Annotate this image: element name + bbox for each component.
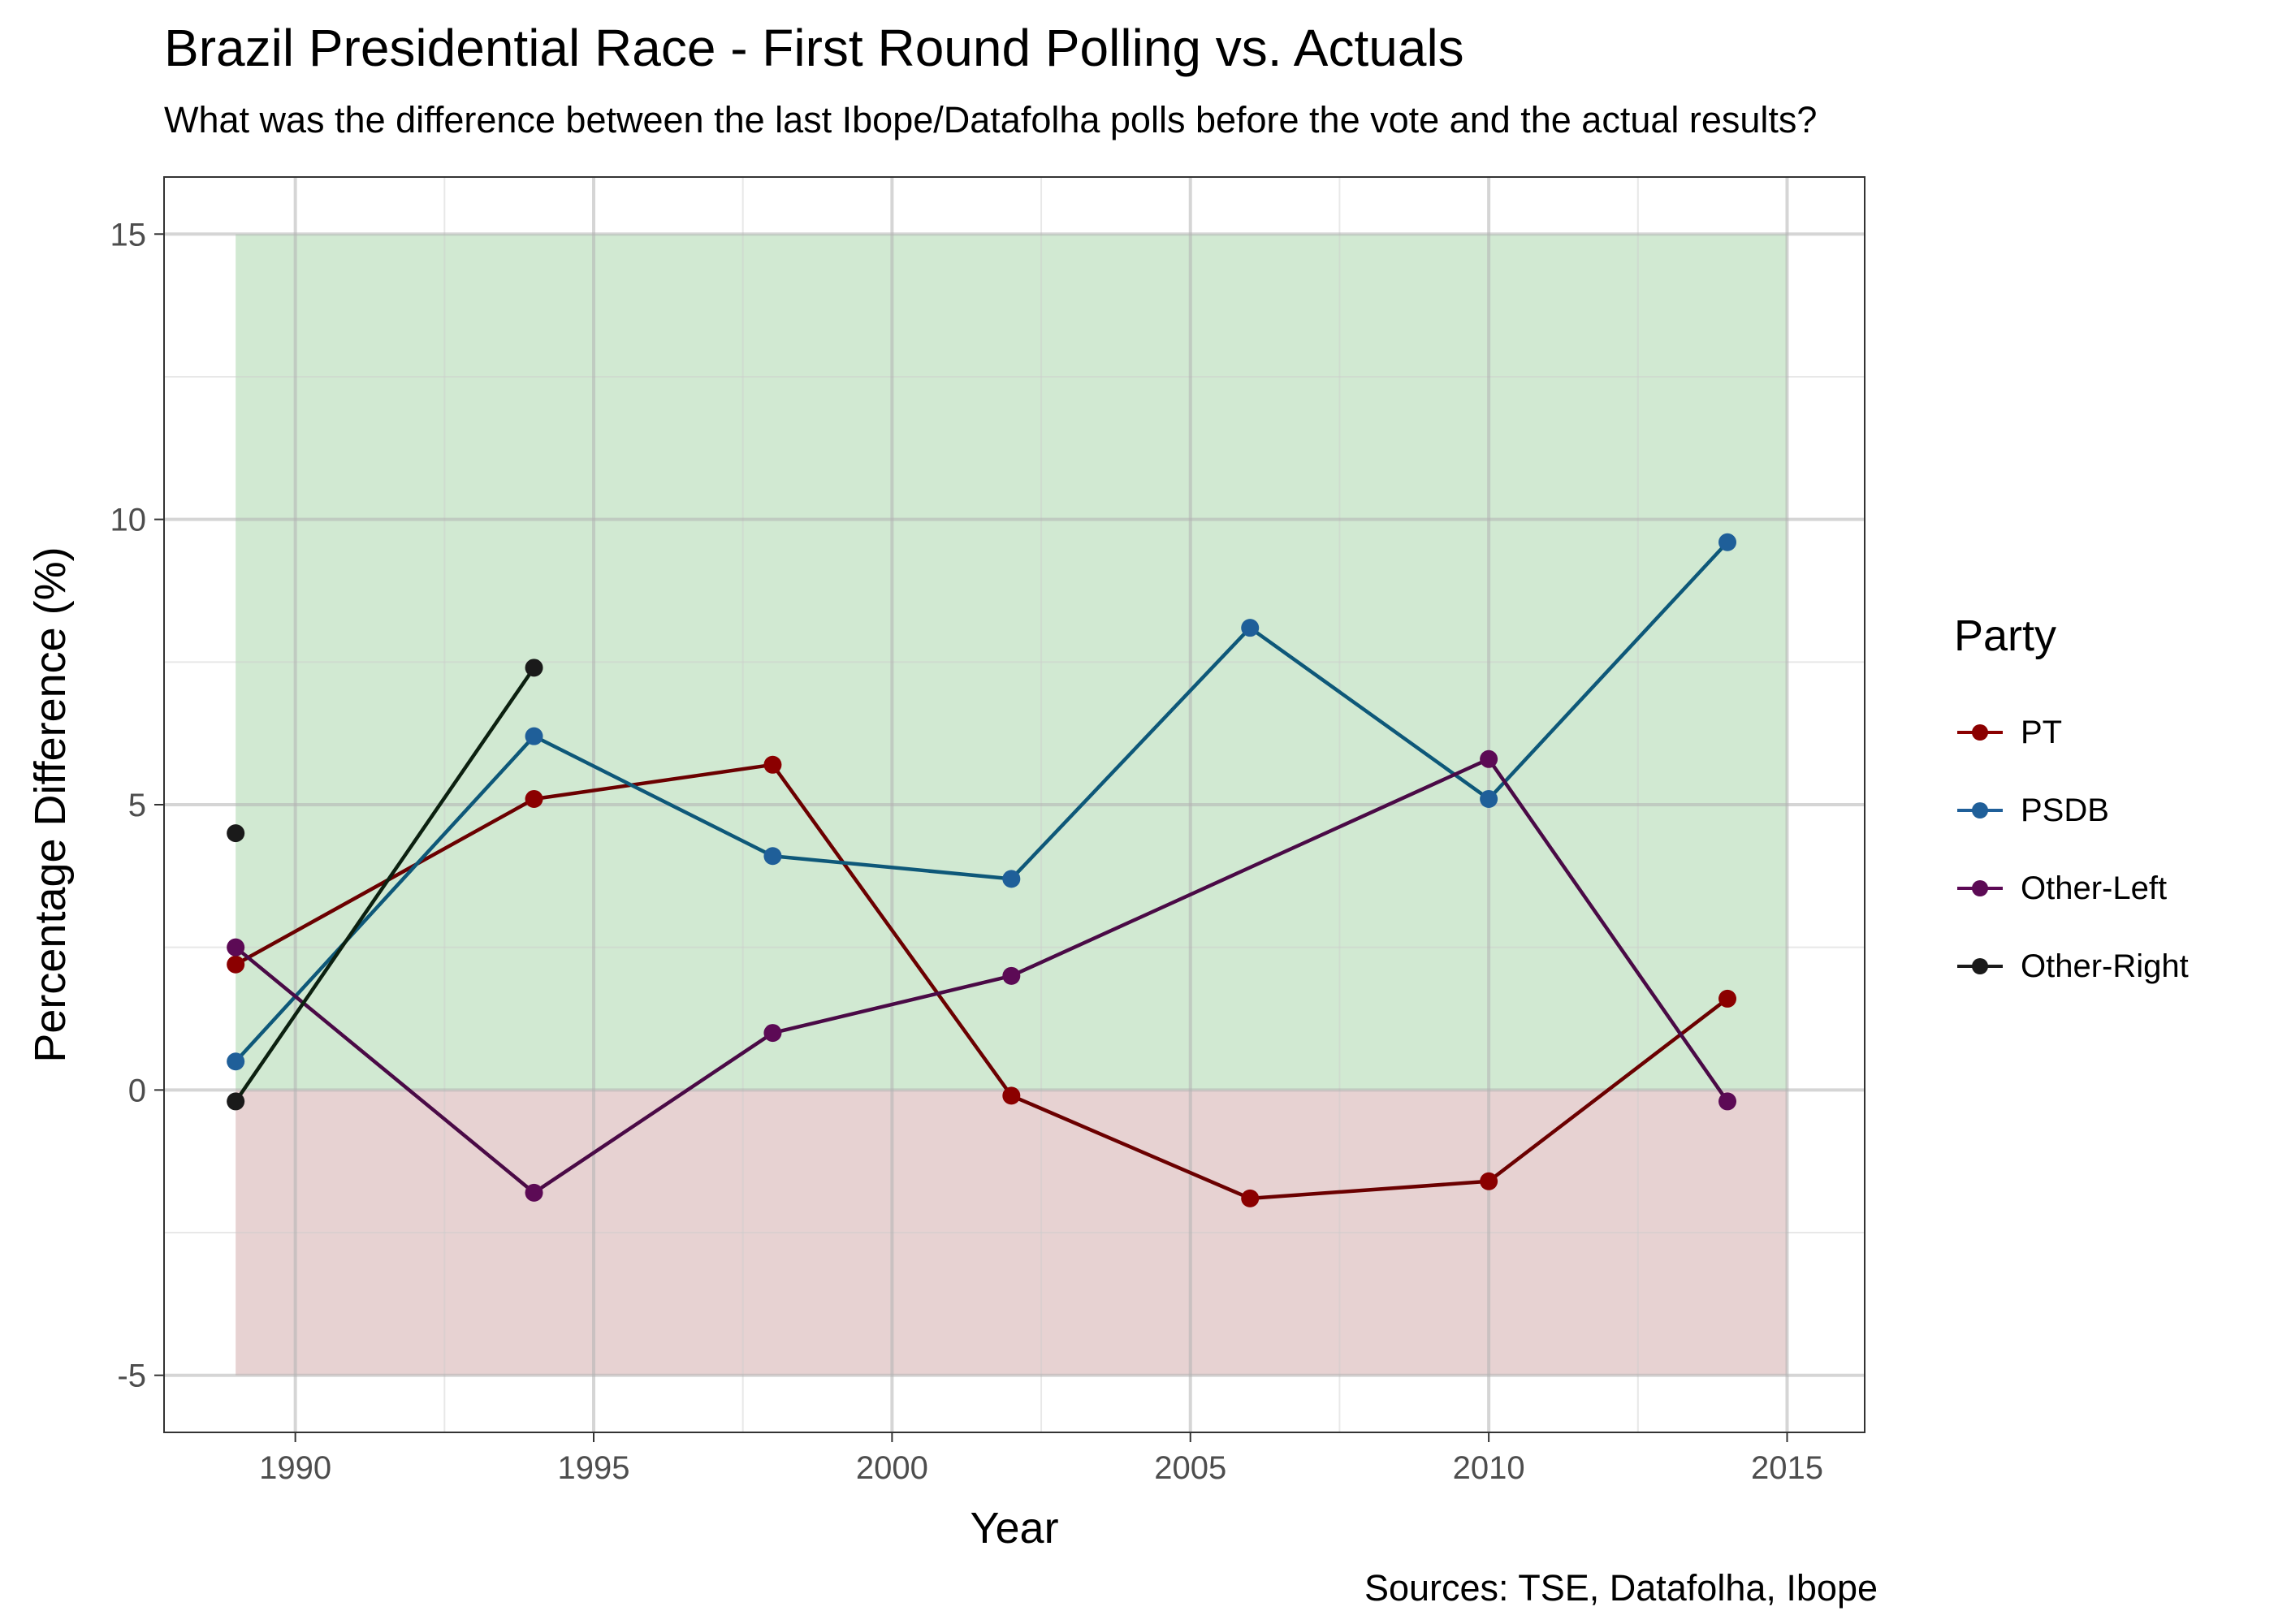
legend-key-psdb — [1954, 798, 2006, 823]
legend-label-pt: PT — [2021, 714, 2063, 750]
data-point-other-left — [1718, 1092, 1737, 1111]
data-point-psdb — [1241, 619, 1260, 637]
data-point-pt — [763, 755, 782, 774]
x-tick-label: 2005 — [1154, 1450, 1226, 1486]
legend-item-other-left: Other-Left — [1954, 849, 2189, 927]
data-point-other-left — [227, 938, 245, 957]
data-point-pt — [1241, 1189, 1260, 1207]
legend-item-psdb: PSDB — [1954, 771, 2189, 849]
series-points — [227, 533, 1737, 1207]
x-tick-label: 2000 — [856, 1450, 928, 1486]
x-tick-label: 2010 — [1453, 1450, 1525, 1486]
data-point-pt — [1718, 989, 1737, 1008]
x-tick-label: 2015 — [1751, 1450, 1823, 1486]
x-axis-title: Year — [970, 1504, 1058, 1553]
legend-key-other-right — [1954, 954, 2006, 978]
legend-title: Party — [1954, 611, 2057, 660]
x-tick-label: 1990 — [259, 1450, 331, 1486]
series-line-other-right — [234, 667, 536, 1103]
data-point-psdb — [227, 1052, 245, 1071]
y-tick-label: 10 — [110, 503, 147, 538]
data-point-other-left — [1480, 749, 1498, 768]
y-axis-title: Percentage Difference (%) — [26, 546, 75, 1062]
data-point-psdb — [1718, 533, 1737, 551]
y-tick-label: 5 — [128, 788, 146, 823]
data-point-other-right — [525, 659, 543, 677]
y-tick-label: 15 — [110, 217, 147, 253]
legend-item-other-right: Other-Right — [1954, 927, 2189, 1005]
data-point-pt — [1002, 1086, 1021, 1105]
data-point-psdb — [763, 847, 782, 866]
legend-item-pt: PT — [1954, 693, 2189, 771]
data-point-other-left — [763, 1024, 782, 1043]
data-point-psdb — [1002, 870, 1021, 888]
legend-key-pt — [1954, 720, 2006, 745]
y-axis-ticks: -5 0 5 10 15 — [110, 217, 164, 1394]
legend-label-psdb: PSDB — [2021, 792, 2109, 828]
legend-label-other-left: Other-Left — [2021, 870, 2168, 906]
data-point-other-right — [227, 1092, 245, 1111]
data-point-pt — [1480, 1172, 1498, 1190]
shaded-regions — [236, 234, 1788, 1376]
legend: Party PT PSDB Other-Left Other-Right — [1954, 611, 2189, 1005]
gridlines — [164, 177, 1865, 1432]
legend-key-other-left — [1954, 876, 2006, 901]
y-tick-label: 0 — [128, 1073, 146, 1108]
caption-sources: Sources: TSE, Datafolha, Ibope — [1364, 1567, 1878, 1609]
x-axis-ticks: 1990 1995 2000 2005 2010 2015 — [259, 1432, 1823, 1486]
data-point-pt — [227, 955, 245, 974]
data-point-other-left — [1002, 966, 1021, 985]
data-point-pt — [525, 789, 543, 808]
series-line-other-left — [234, 757, 1729, 1195]
data-point-other-right — [227, 824, 245, 843]
data-point-psdb — [525, 727, 543, 745]
data-point-psdb — [1480, 789, 1498, 808]
chart-title: Brazil Presidential Race - First Round P… — [164, 19, 1464, 77]
chart-subtitle: What was the difference between the last… — [164, 99, 1818, 140]
shaded-region-positive — [236, 234, 1788, 1091]
data-point-other-left — [525, 1183, 543, 1202]
y-tick-label: -5 — [117, 1358, 146, 1394]
legend-label-other-right: Other-Right — [2021, 948, 2189, 984]
x-tick-label: 1995 — [558, 1450, 630, 1486]
shaded-region-negative — [236, 1090, 1788, 1376]
